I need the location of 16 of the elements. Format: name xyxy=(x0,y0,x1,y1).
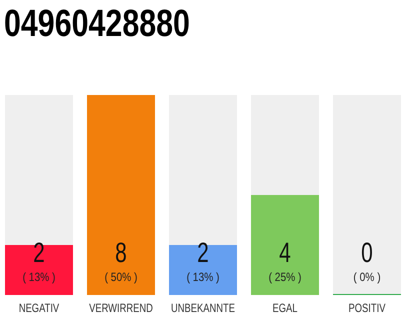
data-label: 2 xyxy=(33,238,45,269)
x-tick-label: EGAL xyxy=(272,302,298,316)
annotation: ( 13% ) xyxy=(186,271,220,284)
x-tick-label: UNBEKANNTE xyxy=(171,302,235,316)
x-tick-label: POSITIV xyxy=(348,302,386,316)
annotation: ( 25% ) xyxy=(268,271,302,284)
annotation: ( 50% ) xyxy=(104,271,138,284)
data-label: 4 xyxy=(279,238,292,269)
annotation: ( 0% ) xyxy=(353,271,381,284)
data-label: 2 xyxy=(197,238,209,269)
data-label: 0 xyxy=(361,238,373,269)
data-label: 8 xyxy=(115,238,127,269)
annotation: ( 13% ) xyxy=(22,271,56,284)
x-tick-label: VERWIRREND xyxy=(89,302,154,316)
chart-title: 04960428880 xyxy=(4,2,190,45)
x-tick-label: NEGATIV xyxy=(18,302,60,316)
